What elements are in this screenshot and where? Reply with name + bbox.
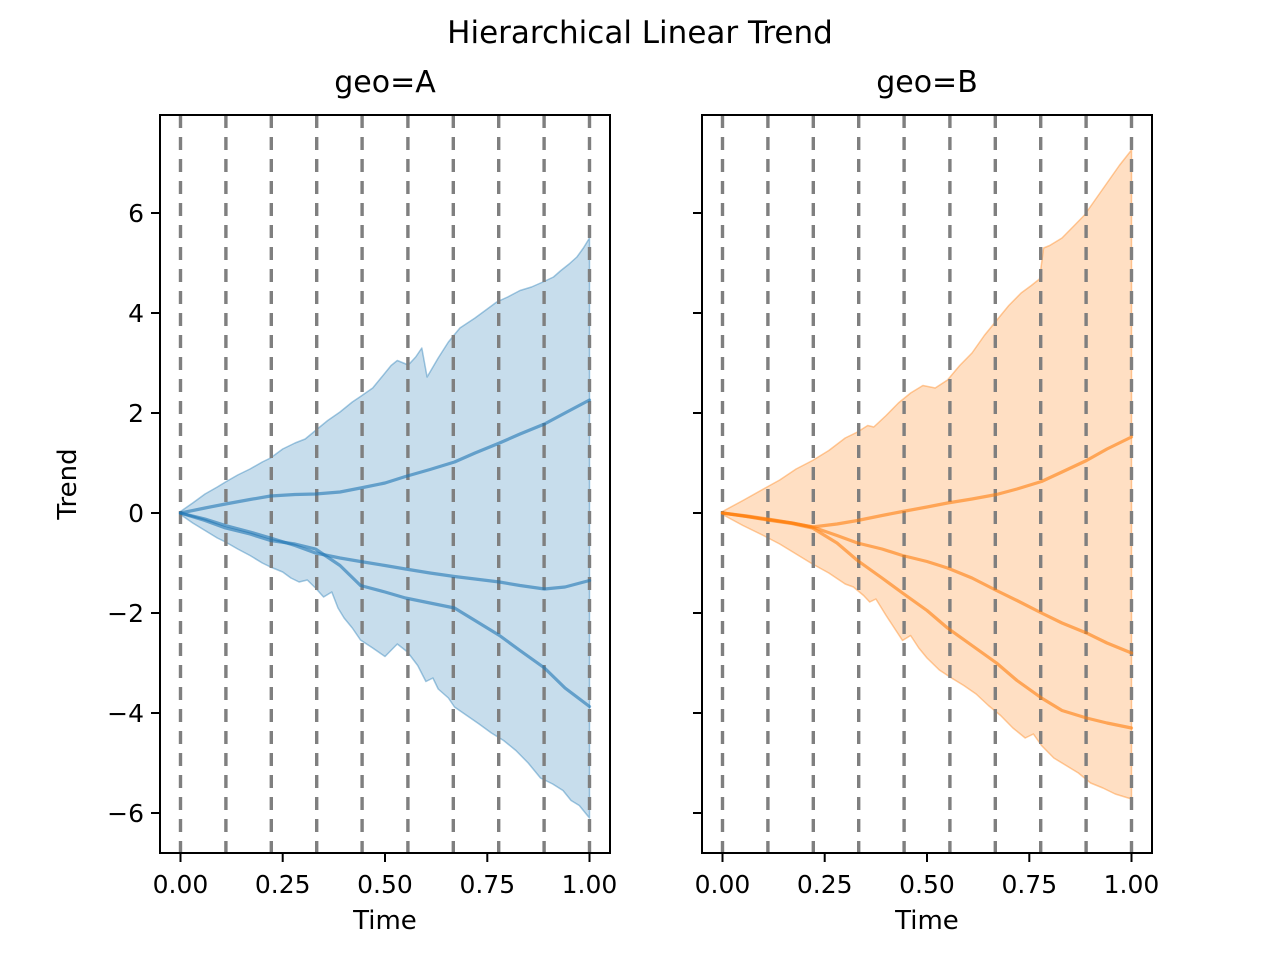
x-tick-label: 0.75: [1001, 870, 1057, 899]
x-tick-label: 0.75: [459, 870, 515, 899]
y-axis-label: Trend: [53, 448, 83, 520]
subplot-title-geo-b: geo=B: [876, 65, 978, 100]
x-tick-label: 0.00: [695, 870, 751, 899]
posterior-draw-down: [720, 511, 1134, 730]
y-tick-label: 0: [128, 499, 144, 528]
x-axis-label-geo-b: Time: [895, 906, 959, 936]
y-tick-label: −4: [107, 699, 144, 728]
x-axis-label-geo-a: Time: [353, 906, 417, 936]
posterior-draw-up: [178, 398, 592, 515]
uncertainty-band: [179, 237, 591, 819]
y-tick-label: −2: [107, 599, 144, 628]
y-tick-label: 2: [128, 399, 144, 428]
y-tick-label: 4: [128, 299, 144, 328]
subplot-geo=A: 0.00 0.25 0.50 0.75 1.00 6 4 2 0 −2 −4 −6: [107, 114, 618, 899]
posterior-draw-mid: [178, 511, 592, 591]
x-tick-label: 0.25: [255, 870, 311, 899]
x-tick-label: 0.50: [899, 870, 955, 899]
subplot-title-geo-a: geo=A: [334, 65, 436, 100]
uncertainty-band: [721, 149, 1133, 800]
x-tick-label: 1.00: [1104, 870, 1160, 899]
figure-title: Hierarchical Linear Trend: [447, 15, 833, 51]
x-tick-label: 0.25: [797, 870, 853, 899]
x-tick-label: 1.00: [562, 870, 618, 899]
y-tick-label: 6: [128, 199, 144, 228]
posterior-draw-down: [178, 511, 592, 709]
y-tick-label: −6: [107, 799, 144, 828]
x-tick-label: 0.00: [153, 870, 209, 899]
x-tick-label: 0.50: [357, 870, 413, 899]
subplot-geo=B: 0.00 0.25 0.50 0.75 1.00: [693, 114, 1160, 899]
